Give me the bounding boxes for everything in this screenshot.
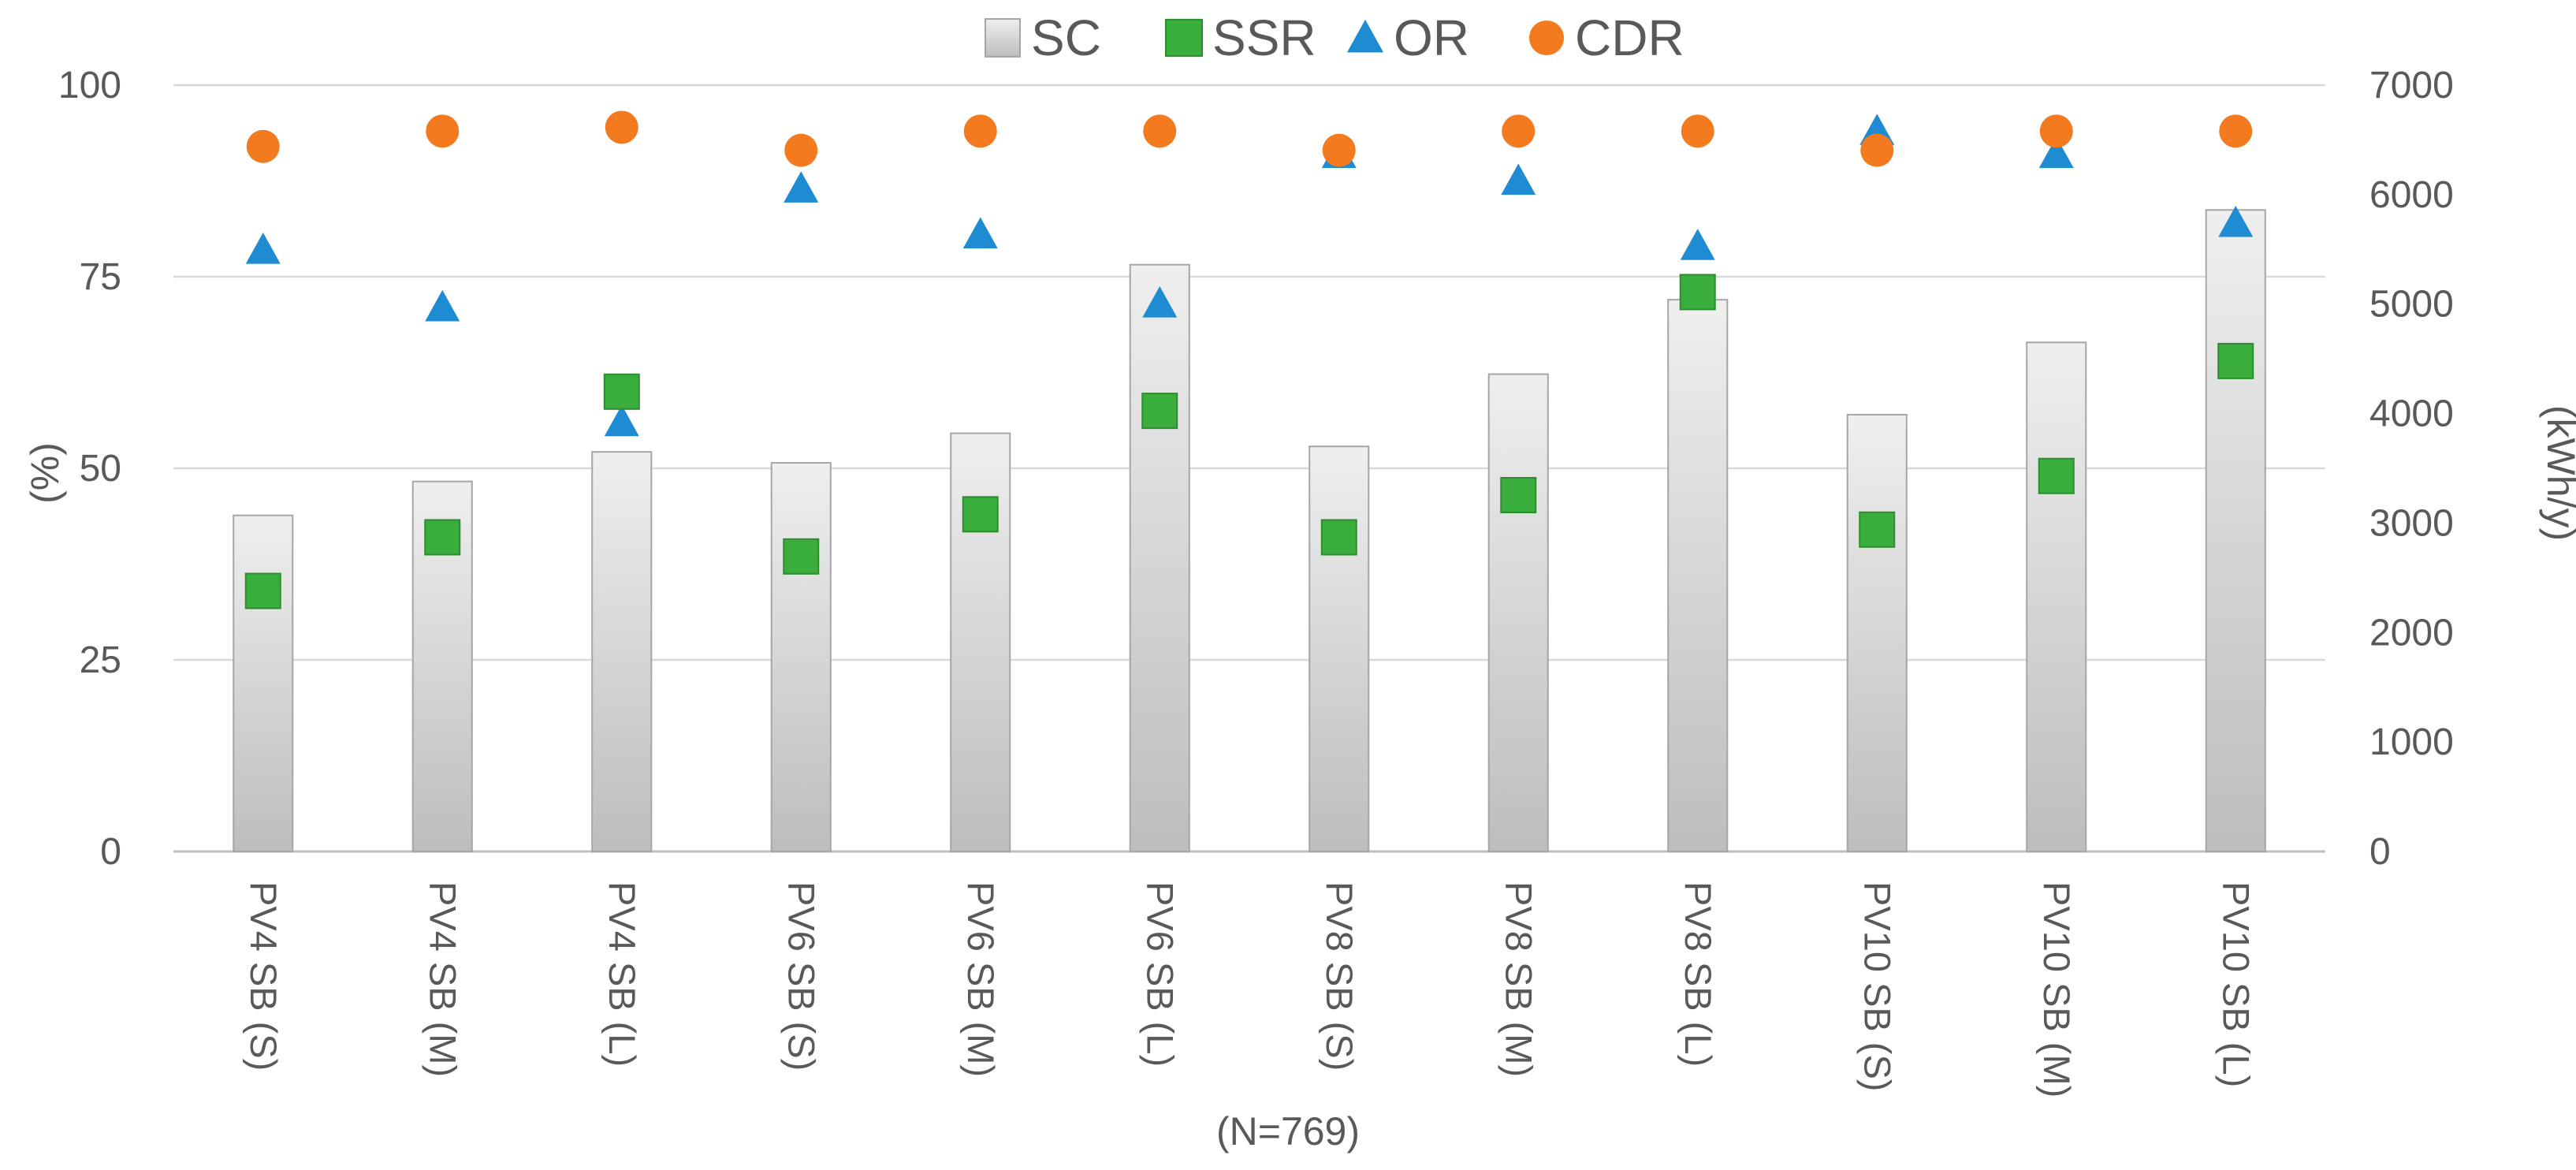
ssr-marker bbox=[244, 572, 281, 609]
or-marker bbox=[245, 232, 281, 264]
category-label: PV10 SB (S) bbox=[1856, 881, 1898, 1091]
right-tick-label: 3000 bbox=[2369, 502, 2454, 544]
left-tick-label: 50 bbox=[80, 448, 121, 490]
sc-bar bbox=[1846, 413, 1908, 852]
left-axis-title: (%) bbox=[23, 442, 67, 504]
category-label: PV6 SB (S) bbox=[780, 881, 822, 1071]
sc-bar bbox=[1129, 263, 1190, 852]
right-tick-label: 5000 bbox=[2369, 284, 2454, 326]
category-label: PV10 SB (L) bbox=[2215, 881, 2257, 1087]
left-axis-ticks: 0 25 50 75 100 bbox=[58, 65, 121, 873]
right-axis-title: (kWh/y) bbox=[2539, 405, 2576, 541]
legend-cdr-swatch bbox=[1528, 20, 1565, 56]
legend: SC SSR OR CDR bbox=[985, 9, 1684, 66]
left-tick-label: 0 bbox=[100, 831, 121, 873]
category-label: PV8 SB (M) bbox=[1498, 881, 1539, 1077]
ssr-marker bbox=[1679, 274, 1716, 311]
ssr-marker bbox=[2217, 342, 2254, 379]
sample-size-note: (N=769) bbox=[1216, 1109, 1360, 1153]
right-tick-label: 7000 bbox=[2369, 65, 2454, 106]
category-label: PV8 SB (L) bbox=[1677, 881, 1719, 1067]
ssr-marker bbox=[962, 496, 999, 533]
category-label: PV4 SB (L) bbox=[601, 881, 643, 1067]
or-marker bbox=[425, 289, 460, 322]
ssr-marker bbox=[783, 538, 820, 575]
cdr-marker bbox=[1860, 133, 1894, 167]
sc-bar bbox=[2205, 209, 2266, 853]
sc-bar bbox=[233, 514, 294, 852]
category-label: PV4 SB (S) bbox=[243, 881, 285, 1071]
ssr-marker bbox=[1500, 477, 1537, 514]
right-tick-label: 0 bbox=[2369, 831, 2391, 873]
gridlines bbox=[173, 84, 2325, 853]
sc-bars bbox=[233, 209, 2266, 853]
cdr-marker bbox=[1143, 114, 1177, 148]
category-label: PV8 SB (S) bbox=[1319, 881, 1361, 1071]
sc-bar bbox=[770, 462, 832, 852]
or-marker bbox=[2218, 205, 2254, 237]
cdr-marker bbox=[605, 110, 638, 144]
right-tick-label: 4000 bbox=[2369, 393, 2454, 435]
right-axis-ticks: 0 1000 2000 3000 4000 5000 6000 7000 bbox=[2369, 65, 2454, 873]
cdr-marker bbox=[426, 114, 460, 148]
category-label: PV6 SB (L) bbox=[1139, 881, 1181, 1067]
ssr-marker bbox=[1141, 393, 1178, 430]
legend-label: SC bbox=[1031, 9, 1101, 66]
cdr-marker bbox=[246, 129, 280, 163]
ssr-marker bbox=[1320, 519, 1357, 556]
cdr-marker bbox=[1681, 114, 1714, 148]
cdr-marker bbox=[963, 114, 997, 148]
left-tick-label: 25 bbox=[80, 639, 121, 681]
right-tick-label: 1000 bbox=[2369, 721, 2454, 763]
sc-bar bbox=[591, 451, 653, 853]
category-labels: PV4 SB (S) PV4 SB (M) PV4 SB (L) PV6 SB (S)… bbox=[243, 881, 2258, 1097]
legend-sc-swatch bbox=[985, 18, 1021, 58]
or-marker bbox=[1501, 163, 1536, 196]
or-marker bbox=[2038, 136, 2074, 169]
legend-label: CDR bbox=[1575, 9, 1684, 66]
legend-label: SSR bbox=[1212, 9, 1316, 66]
sc-bar bbox=[1487, 373, 1549, 852]
sc-bar bbox=[1308, 445, 1370, 852]
category-label: PV6 SB (M) bbox=[960, 881, 1002, 1077]
markers bbox=[244, 110, 2254, 609]
ssr-marker bbox=[1859, 511, 1896, 548]
cdr-marker bbox=[2219, 114, 2253, 148]
category-label: PV4 SB (M) bbox=[422, 881, 463, 1077]
cdr-marker bbox=[784, 133, 818, 167]
ssr-marker bbox=[603, 373, 640, 410]
left-tick-label: 100 bbox=[58, 65, 121, 106]
left-tick-label: 75 bbox=[80, 256, 121, 298]
legend-ssr-swatch bbox=[1164, 18, 1204, 58]
ssr-marker bbox=[2038, 457, 2075, 494]
category-label: PV10 SB (M) bbox=[2036, 881, 2078, 1097]
sc-bar bbox=[1667, 299, 1729, 853]
cdr-marker bbox=[2039, 114, 2073, 148]
sc-bar bbox=[2026, 341, 2087, 853]
legend-or-swatch bbox=[1346, 19, 1384, 53]
or-marker bbox=[1142, 286, 1178, 318]
or-marker bbox=[1680, 229, 1715, 260]
or-marker bbox=[962, 217, 998, 249]
or-marker bbox=[604, 404, 639, 437]
cdr-marker bbox=[1322, 133, 1356, 167]
sc-bar bbox=[950, 432, 1011, 852]
or-marker bbox=[784, 171, 819, 203]
legend-label: OR bbox=[1394, 9, 1469, 66]
right-tick-label: 2000 bbox=[2369, 612, 2454, 654]
ssr-marker bbox=[424, 519, 461, 556]
right-tick-label: 6000 bbox=[2369, 174, 2454, 216]
cdr-marker bbox=[1502, 114, 1536, 148]
